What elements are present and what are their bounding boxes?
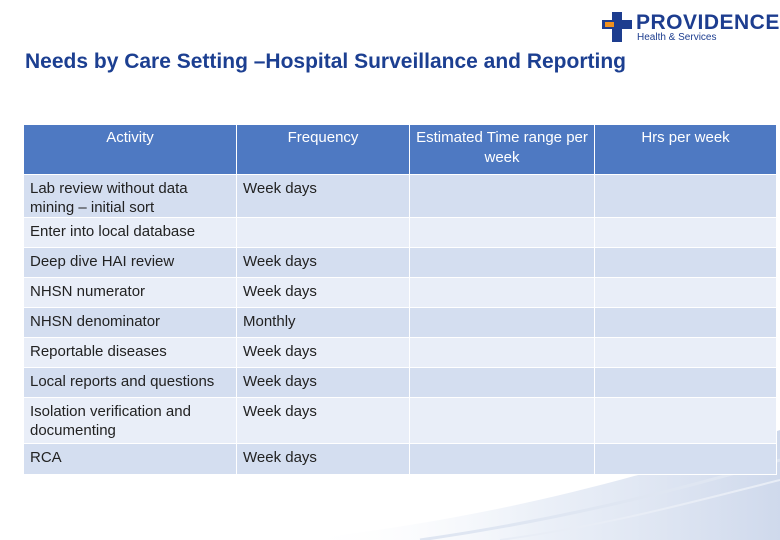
time-range-cell — [409, 337, 595, 368]
activity-cell: Lab review without data mining – initial… — [23, 174, 237, 218]
activity-cell: RCA — [23, 443, 237, 475]
frequency-cell: Week days — [236, 337, 410, 368]
header-time-range: Estimated Time range per week — [409, 124, 595, 175]
slide-title: Needs by Care Setting –Hospital Surveill… — [25, 50, 626, 73]
activities-table: Activity Frequency Estimated Time range … — [23, 124, 777, 475]
frequency-cell: Week days — [236, 397, 410, 444]
frequency-cell: Week days — [236, 174, 410, 218]
table-row: Reportable diseases Week days — [23, 337, 777, 368]
cross-icon — [602, 12, 632, 42]
hrs-cell — [594, 247, 777, 278]
table-row: NHSN denominator Monthly — [23, 307, 777, 338]
header-hrs: Hrs per week — [594, 124, 777, 175]
hrs-cell — [594, 307, 777, 338]
hrs-cell — [594, 443, 777, 475]
activity-cell: NHSN denominator — [23, 307, 237, 338]
activity-cell: Enter into local database — [23, 217, 237, 248]
frequency-cell: Week days — [236, 443, 410, 475]
activity-cell: Deep dive HAI review — [23, 247, 237, 278]
table-row: NHSN numerator Week days — [23, 277, 777, 308]
frequency-cell: Monthly — [236, 307, 410, 338]
table-row: RCA Week days — [23, 443, 777, 475]
time-range-cell — [409, 217, 595, 248]
time-range-cell — [409, 277, 595, 308]
hrs-cell — [594, 397, 777, 444]
time-range-cell — [409, 443, 595, 475]
table-row: Local reports and questions Week days — [23, 367, 777, 398]
hrs-cell — [594, 277, 777, 308]
frequency-cell: Week days — [236, 277, 410, 308]
time-range-cell — [409, 247, 595, 278]
logo-subtitle: Health & Services — [637, 32, 717, 43]
table-row: Deep dive HAI review Week days — [23, 247, 777, 278]
table-header-row: Activity Frequency Estimated Time range … — [23, 124, 777, 175]
table-row: Lab review without data mining – initial… — [23, 174, 777, 218]
header-frequency: Frequency — [236, 124, 410, 175]
providence-logo: PROVIDENCE Health & Services — [600, 10, 779, 46]
time-range-cell — [409, 174, 595, 218]
logo-wordmark: PROVIDENCE — [636, 11, 780, 34]
hrs-cell — [594, 217, 777, 248]
time-range-cell — [409, 367, 595, 398]
frequency-cell: Week days — [236, 367, 410, 398]
table-row: Enter into local database — [23, 217, 777, 248]
table-row: Isolation verification and documenting W… — [23, 397, 777, 444]
header-activity: Activity — [23, 124, 237, 175]
frequency-cell — [236, 217, 410, 248]
time-range-cell — [409, 307, 595, 338]
hrs-cell — [594, 174, 777, 218]
time-range-cell — [409, 397, 595, 444]
activity-cell: Isolation verification and documenting — [23, 397, 237, 444]
frequency-cell: Week days — [236, 247, 410, 278]
hrs-cell — [594, 367, 777, 398]
activity-cell: NHSN numerator — [23, 277, 237, 308]
hrs-cell — [594, 337, 777, 368]
activity-cell: Reportable diseases — [23, 337, 237, 368]
activity-cell: Local reports and questions — [23, 367, 237, 398]
